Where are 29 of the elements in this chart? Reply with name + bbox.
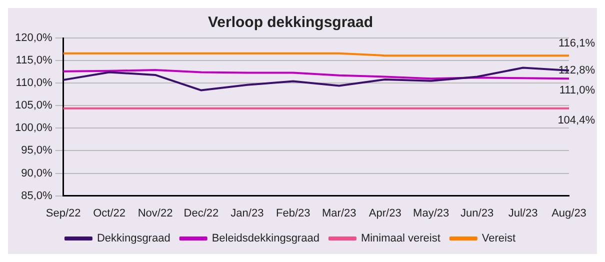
x-tick-label: Apr/23: [368, 207, 402, 220]
data-label: 104,4%: [558, 114, 596, 126]
legend-label: Dekkingsgraad: [96, 232, 170, 245]
x-tick-label: Jun/23: [460, 207, 494, 220]
x-tick-label: Oct/22: [93, 207, 126, 220]
data-label: 111,0%: [559, 84, 596, 97]
x-tick-label: Jul/23: [508, 207, 538, 220]
x-tick-label: Jan/23: [230, 207, 264, 220]
x-tick-label: Mar/23: [322, 207, 356, 220]
chart-title: Verloop dekkingsgraad: [208, 14, 374, 32]
y-tick-label: 105,0%: [14, 100, 53, 112]
data-label: 112,8%: [558, 64, 596, 76]
legend-label: Vereist: [482, 232, 516, 245]
x-tick-label: Aug/23: [552, 207, 586, 220]
y-tick-label: 85,0%: [21, 190, 53, 202]
y-tick-label: 90,0%: [21, 167, 53, 180]
y-tick-label: 100,0%: [14, 122, 53, 134]
legend-label: Beleidsdekkingsgraad: [212, 232, 320, 245]
x-tick-label: May/23: [413, 207, 450, 220]
y-tick-label: 120,0%: [14, 32, 53, 44]
legend-label: Minimaal vereist: [360, 232, 440, 245]
y-tick-label: 95,0%: [21, 144, 53, 157]
x-tick-label: Dec/22: [184, 207, 219, 220]
data-label: 116,1%: [558, 38, 596, 50]
x-tick-label: Sep/22: [46, 207, 81, 220]
y-tick-label: 110,0%: [16, 77, 53, 90]
y-tick-label: 115,0%: [16, 54, 53, 67]
x-tick-label: Nov/22: [138, 207, 173, 220]
x-tick-label: Feb/23: [276, 207, 310, 220]
